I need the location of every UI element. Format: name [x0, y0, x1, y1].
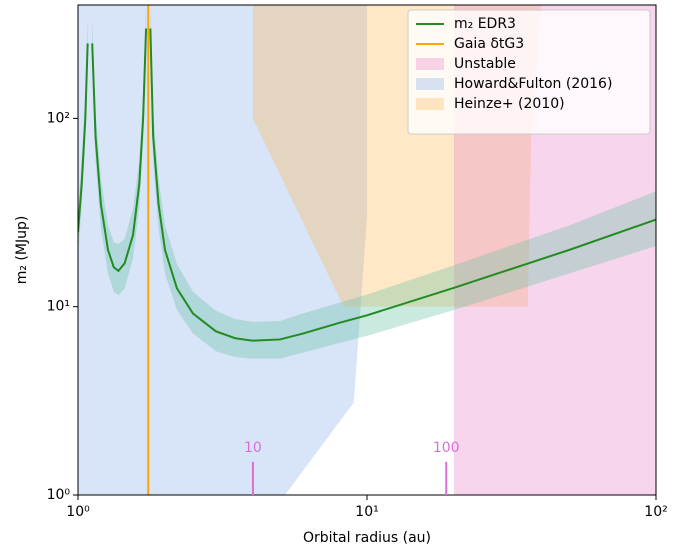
- legend-swatch: [416, 58, 444, 70]
- legend-swatch: [416, 98, 444, 110]
- legend-swatch: [416, 78, 444, 90]
- x-tick-label: 10²: [644, 504, 667, 520]
- line: [91, 28, 148, 273]
- line: [78, 43, 89, 232]
- plot-area: [78, 5, 656, 495]
- legend-box: [407, 9, 651, 135]
- legend-label: Howard&Fulton (2016): [454, 76, 612, 92]
- y-tick-label: 10¹: [47, 299, 70, 315]
- legend-label: Gaia δtG3: [454, 36, 524, 52]
- legend-label: Heinze+ (2010): [454, 96, 565, 112]
- y-tick-label: 10⁰: [47, 487, 71, 503]
- legend-label: m₂ EDR3: [454, 16, 516, 32]
- line: [149, 28, 656, 342]
- uncertainty-band: [92, 5, 147, 296]
- x-tick-label: 10¹: [355, 504, 378, 520]
- legend: m₂ EDR3 Gaia δtG3 Unstable Howard&Fulton (2…: [407, 9, 651, 135]
- y-axis-label: m₂ (MJup): [14, 216, 30, 285]
- annotation-label: 100: [433, 440, 460, 456]
- x-tick-label: 10⁰: [66, 504, 90, 520]
- legend-label: Unstable: [454, 56, 516, 72]
- uncertainty-band: [150, 5, 656, 359]
- x-axis-label: Orbital radius (au): [303, 530, 431, 546]
- region: [78, 5, 367, 495]
- annotation-label: 10: [244, 440, 262, 456]
- y-tick-label: 10²: [47, 110, 70, 126]
